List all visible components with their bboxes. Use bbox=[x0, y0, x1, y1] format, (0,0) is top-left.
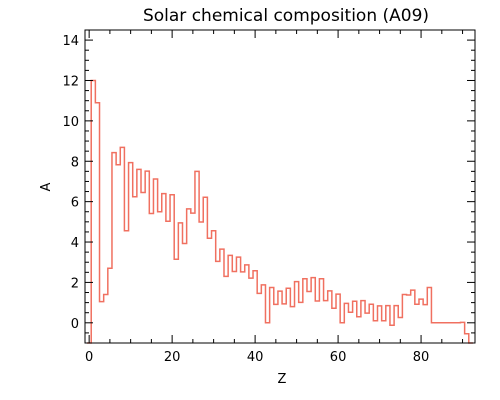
plot-frame bbox=[84, 29, 476, 344]
chart-title: Solar chemical composition (A09) bbox=[143, 6, 429, 26]
y-tick-label: 12 bbox=[62, 74, 79, 89]
y-axis: 0 2 4 6 8 10 12 14 bbox=[62, 29, 475, 334]
x-tick-label: 40 bbox=[247, 350, 264, 365]
x-axis: 0 20 40 60 80 bbox=[85, 30, 464, 365]
y-axis-label: A bbox=[39, 182, 54, 191]
x-tick-label: 20 bbox=[164, 350, 181, 365]
y-tick-label: 2 bbox=[71, 276, 79, 291]
x-tick-label: 60 bbox=[330, 350, 347, 365]
y-tick-label: 8 bbox=[71, 155, 79, 170]
plot-area bbox=[87, 79, 473, 344]
y-tick-label: 0 bbox=[71, 317, 79, 332]
x-tick-label: 0 bbox=[85, 350, 93, 365]
series-line-0 bbox=[87, 79, 473, 344]
y-tick-label: 6 bbox=[71, 196, 79, 211]
y-tick-label: 14 bbox=[62, 34, 79, 49]
x-tick-label: 80 bbox=[413, 350, 430, 365]
y-tick-label: 4 bbox=[71, 236, 79, 251]
y-tick-label: 10 bbox=[62, 115, 79, 130]
x-axis-label: Z bbox=[278, 372, 287, 387]
